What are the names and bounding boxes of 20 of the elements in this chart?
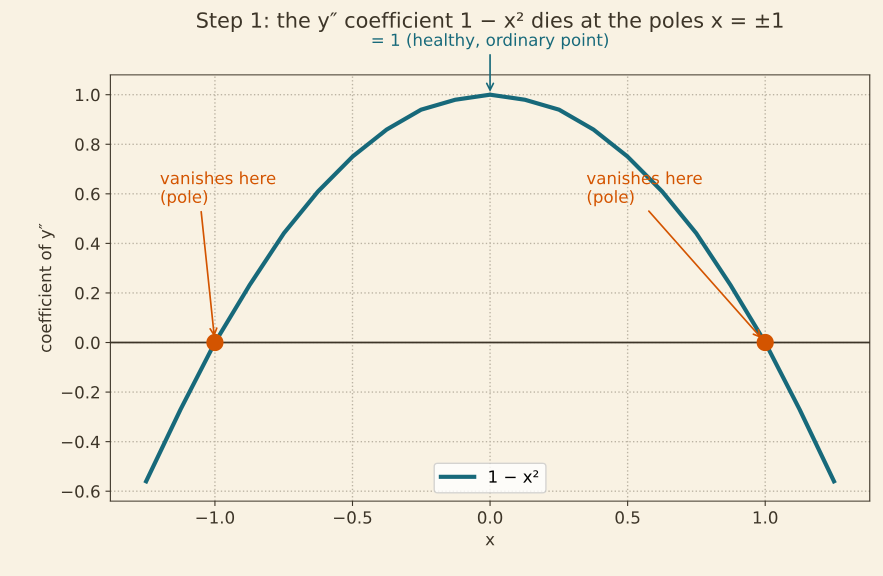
- y-tick-label: −0.6: [62, 485, 100, 498]
- y-tick-label: 0.6: [75, 188, 100, 200]
- x-tick-label: 1.0: [754, 511, 778, 524]
- x-tick-label: 0.5: [615, 511, 640, 524]
- y-tick-label: 0.2: [75, 286, 99, 300]
- y-tick-label: 1.0: [76, 88, 100, 102]
- y-tick-label: 0.4: [75, 237, 100, 250]
- y-tick-label: −0.2: [62, 386, 99, 399]
- x-axis-title: x: [486, 536, 494, 546]
- x-tick-label: −0.5: [334, 511, 372, 524]
- x-tick-label: −1.0: [196, 511, 234, 524]
- y-axis-title: coefficient of y″: [38, 223, 55, 352]
- x-tick-label: 0.0: [478, 511, 502, 524]
- legend-label: 1 − x²: [489, 470, 538, 483]
- annotation: vanishes here (pole): [160, 171, 276, 206]
- y-tick-label: 0.8: [75, 138, 100, 151]
- chart-title: Step 1: the y″ coefficient 1 − x² dies at the poles x = ±1: [197, 12, 783, 32]
- annotation: = 1 (healthy, ordinary point): [372, 33, 608, 50]
- y-tick-label: 0.0: [75, 336, 100, 350]
- y-tick-label: −0.4: [62, 436, 100, 448]
